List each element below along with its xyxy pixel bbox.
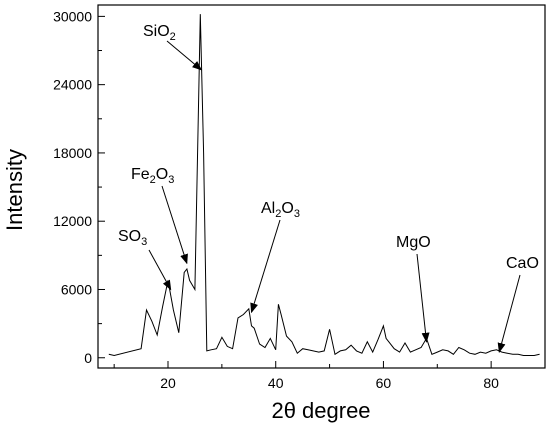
x-axis-ticks: 20 40 60 80	[113, 361, 546, 391]
y-tick-label: 24000	[53, 77, 92, 93]
y-tick-label: 0	[84, 350, 92, 366]
annotation-so3: SO3	[118, 228, 147, 248]
y-axis-title: Intensity	[2, 149, 27, 231]
x-tick-label: 60	[376, 375, 392, 391]
annotation-arrow	[148, 249, 172, 291]
annotation-arrow	[166, 40, 203, 71]
y-tick-label: 30000	[53, 8, 92, 24]
y-tick-label: 18000	[53, 145, 92, 161]
annotation-arrows	[148, 40, 521, 354]
annotation-mgo: MgO	[396, 234, 431, 251]
x-tick-label: 80	[483, 375, 499, 391]
annotation-al2o3: Al2O3	[261, 200, 300, 220]
annotation-arrow	[250, 219, 281, 314]
x-axis-title: 2θ degree	[271, 398, 370, 423]
x-tick-label: 40	[268, 375, 284, 391]
annotation-sio2: SiO2	[143, 23, 176, 43]
annotation-arrow	[161, 185, 188, 265]
y-tick-label: 12000	[53, 213, 92, 229]
plot-frame	[97, 4, 546, 369]
y-axis-ticks: 0 6000 12000 18000 24000 30000	[53, 8, 105, 366]
y-tick-label: 6000	[61, 281, 92, 297]
annotation-arrow	[416, 253, 430, 343]
series-line	[108, 14, 540, 357]
annotation-cao: CaO	[506, 255, 539, 272]
annotation-fe2o3: Fe2O3	[131, 166, 174, 186]
annotation-arrow	[497, 274, 521, 354]
x-tick-label: 20	[160, 375, 176, 391]
